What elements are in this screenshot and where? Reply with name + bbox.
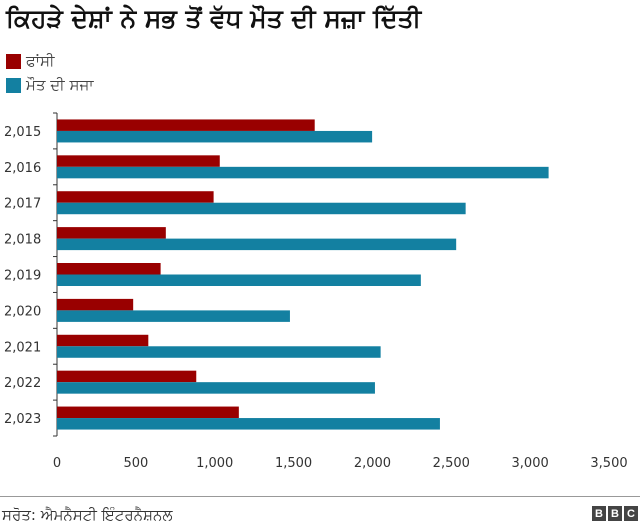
- legend-item-executions: ਫਾਂਸੀ: [6, 52, 55, 70]
- legend-item-death-sentences: ਮੌਤ ਦੀ ਸਜਾ: [6, 76, 94, 94]
- y-tick-label: 2,020: [4, 304, 41, 319]
- x-tick-label: 500: [123, 456, 148, 471]
- bar-death-sentences-2015: [57, 130, 373, 143]
- x-tick-label: 2,500: [433, 456, 470, 471]
- bar-death-sentences-2020: [57, 310, 290, 322]
- bar-chart: 2,015 2,016 2,017 2,018 2,019 2,020 2,021 2,022…: [4, 112, 628, 471]
- bar-death-sentences-2019: [57, 274, 421, 286]
- bar-death-sentences-2021: [57, 346, 381, 358]
- x-tick-label: 3,000: [512, 456, 549, 471]
- x-tick-label: 0: [53, 456, 61, 471]
- bbc-logo: B B C: [592, 506, 638, 521]
- legend-label: ਮੌਤ ਦੀ ਸਜਾ: [26, 76, 94, 94]
- bar-executions-2015: [57, 119, 315, 131]
- x-tick-label: 2,000: [354, 456, 391, 471]
- legend-swatch-red: [6, 53, 21, 69]
- bar-executions-2018: [57, 227, 166, 239]
- y-tick-label: 2,017: [4, 197, 41, 212]
- bar-death-sentences-2016: [57, 166, 549, 179]
- y-tick-label: 2,021: [4, 340, 41, 355]
- bar-death-sentences-2022: [57, 382, 375, 394]
- bar-executions-2016: [57, 155, 220, 167]
- bar-executions-2023: [57, 406, 239, 419]
- bar-executions-2019: [57, 263, 161, 275]
- bar-death-sentences-2017: [57, 202, 466, 215]
- bar-executions-2022: [57, 370, 197, 383]
- y-tick-label: 2,023: [4, 412, 41, 427]
- footer-divider: [0, 496, 640, 497]
- legend-label: ਫਾਂਸੀ: [26, 52, 55, 70]
- bar-executions-2020: [57, 298, 134, 311]
- y-tick-label: 2,019: [4, 269, 41, 284]
- y-tick-label: 2,015: [4, 125, 41, 140]
- source-note: ਸਰੋਤ: ਐਮਨੈਸਟੀ ਇੰਟਰਨੈਸ਼ਨਲ: [2, 506, 173, 524]
- x-tick-label: 1,500: [275, 456, 312, 471]
- x-tick-label: 1,000: [196, 456, 233, 471]
- y-tick-label: 2,018: [4, 233, 41, 248]
- chart-title: ਕਿਹੜੇ ਦੇਸ਼ਾਂ ਨੇ ਸਭ ਤੋਂ ਵੱਧ ਮੌਤ ਦੀ ਸਜ਼ਾ ਦ…: [6, 4, 422, 33]
- x-tick-label: 3,500: [590, 456, 627, 471]
- y-tick-label: 2,016: [4, 161, 41, 176]
- y-tick-label: 2,022: [4, 376, 41, 391]
- bar-executions-2021: [57, 334, 149, 347]
- legend-swatch-blue: [6, 77, 21, 93]
- bar-death-sentences-2023: [57, 418, 440, 430]
- bar-executions-2017: [57, 191, 214, 203]
- bar-death-sentences-2018: [57, 238, 457, 251]
